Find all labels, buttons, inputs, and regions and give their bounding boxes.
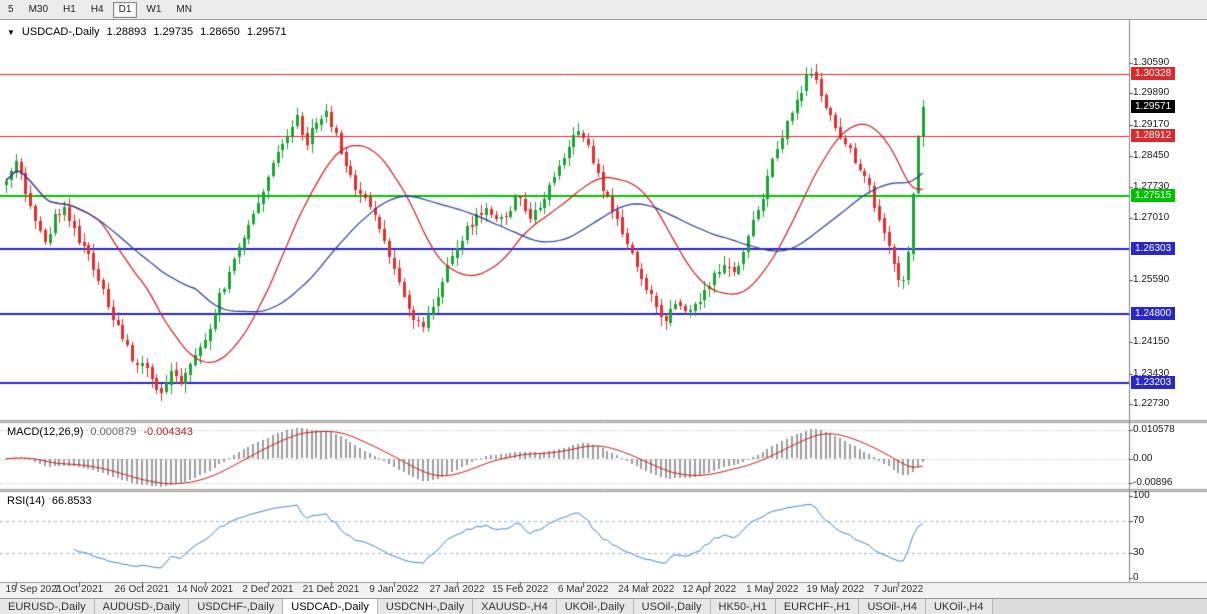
tab-xauusd-h4[interactable]: XAUUSD-,H4	[473, 599, 557, 614]
tab-eurchf-h1[interactable]: EURCHF-,H1	[775, 599, 860, 614]
timeframe-button-h1[interactable]: H1	[63, 3, 76, 15]
tab-usoil-h4[interactable]: USOil-,H4	[859, 599, 926, 614]
timeframe-button-h4[interactable]: H4	[90, 3, 104, 15]
tab-audusd-daily[interactable]: AUDUSD-,Daily	[94, 599, 190, 614]
tab-ukoil-h4[interactable]: UKOil-,H4	[925, 599, 993, 614]
timeframe-button-w1[interactable]: W1	[146, 3, 162, 15]
symbol-tabbar: EURUSD-,Daily AUDUSD-,Daily USDCHF-,Daily U…	[0, 598, 1207, 614]
timeframe-toolbar: 5 M30 H1 H4 D1 W1 MN	[0, 0, 1207, 20]
tab-usdcnh-daily[interactable]: USDCNH-,Daily	[377, 599, 474, 614]
timeframe-button-d1[interactable]: D1	[112, 1, 138, 18]
tab-eurusd-daily[interactable]: EURUSD-,Daily	[0, 599, 95, 614]
timeframe-button-5[interactable]: 5	[8, 3, 14, 15]
chart-dropdown-icon[interactable]: ▼	[7, 27, 15, 37]
tab-ukoil-daily[interactable]: UKOil-,Daily	[556, 599, 634, 614]
timeframe-button-m30[interactable]: M30	[28, 3, 49, 15]
timeframe-button-mn[interactable]: MN	[176, 3, 192, 15]
tab-usoil-daily[interactable]: USOil-,Daily	[633, 599, 711, 614]
tab-usdcad-daily[interactable]: USDCAD-,Daily	[283, 599, 378, 614]
tab-hk50-h1[interactable]: HK50-,H1	[710, 599, 776, 614]
tab-usdchf-daily[interactable]: USDCHF-,Daily	[189, 599, 284, 614]
